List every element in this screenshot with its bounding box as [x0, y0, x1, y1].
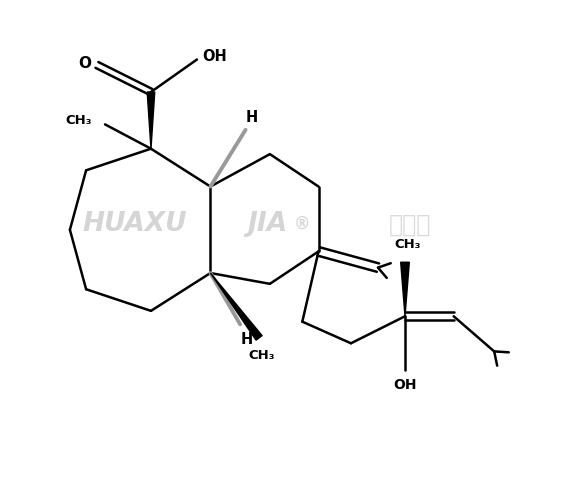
Text: 化学加: 化学加 [389, 213, 431, 236]
Text: CH₃: CH₃ [248, 349, 275, 362]
Text: ®: ® [294, 215, 311, 233]
Text: OH: OH [394, 378, 417, 393]
Polygon shape [401, 262, 409, 316]
Text: HUAXU: HUAXU [83, 212, 187, 237]
Text: O: O [79, 57, 92, 71]
Polygon shape [210, 273, 262, 340]
Text: H: H [241, 332, 253, 347]
Text: JIA: JIA [247, 212, 287, 237]
Polygon shape [147, 92, 154, 149]
Text: H: H [246, 110, 258, 125]
Text: CH₃: CH₃ [395, 238, 421, 251]
Text: CH₃: CH₃ [66, 114, 92, 126]
Text: OH: OH [202, 49, 227, 64]
